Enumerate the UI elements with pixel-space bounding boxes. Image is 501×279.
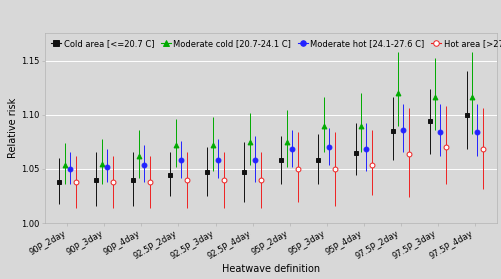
Legend: Cold area [<=20.7 C], Moderate cold [20.7-24.1 C], Moderate hot [24.1-27.6 C], H: Cold area [<=20.7 C], Moderate cold [20.… — [49, 38, 501, 50]
X-axis label: Heatwave definition: Heatwave definition — [221, 264, 320, 274]
Y-axis label: Relative risk: Relative risk — [9, 98, 19, 158]
